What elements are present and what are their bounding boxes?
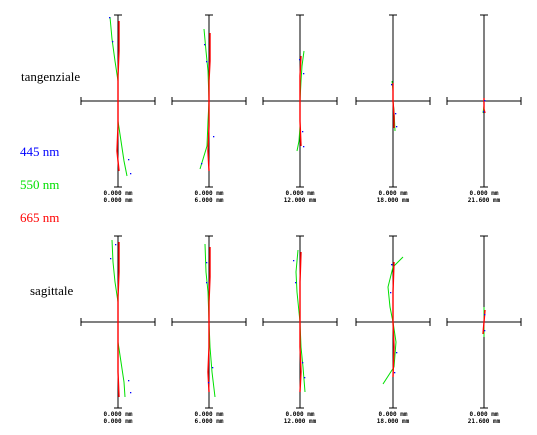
- tangential-fan-2: 0.000 mm6.000 mm: [171, 14, 247, 204]
- blue-ray-point: [299, 59, 301, 61]
- blue-ray-point: [302, 131, 304, 133]
- sagittal-fan-1: 0.000 mm0.000 mm: [80, 235, 156, 425]
- blue-ray-point: [396, 126, 398, 128]
- field-label-line2: 0.000 mm: [104, 418, 133, 425]
- blue-ray-point: [302, 362, 304, 364]
- blue-ray-point: [206, 61, 208, 63]
- blue-ray-point: [396, 352, 398, 354]
- legend-665nm: 665 nm: [20, 210, 60, 225]
- blue-ray-point: [115, 244, 117, 246]
- field-label-line1: 0.000 mm: [470, 411, 499, 418]
- field-label-line1: 0.000 mm: [195, 411, 224, 418]
- blue-ray-point: [109, 17, 111, 19]
- field-label-line1: 0.000 mm: [379, 411, 408, 418]
- sagittal-fan-2: 0.000 mm6.000 mm: [171, 235, 247, 425]
- red-ray-curve: [299, 55, 302, 147]
- red-ray-curve: [116, 21, 120, 172]
- red-ray-curve: [207, 33, 211, 172]
- field-label-line1: 0.000 mm: [286, 411, 315, 418]
- field-label-line1: 0.000 mm: [195, 190, 224, 197]
- blue-ray-point: [206, 262, 208, 264]
- blue-ray-point: [130, 173, 132, 175]
- blue-ray-point: [484, 100, 486, 102]
- field-label-line2: 18.000 mm: [377, 418, 410, 425]
- blue-ray-point: [130, 392, 132, 394]
- blue-ray-point: [212, 367, 214, 369]
- blue-ray-point: [201, 163, 203, 165]
- blue-ray-point: [303, 73, 305, 75]
- field-label-line2: 12.000 mm: [284, 197, 317, 204]
- blue-ray-point: [395, 113, 397, 115]
- field-label-line1: 0.000 mm: [379, 190, 408, 197]
- tangential-row-label: tangenziale: [21, 69, 81, 84]
- field-label-line1: 0.000 mm: [470, 190, 499, 197]
- blue-ray-point: [484, 314, 486, 316]
- blue-ray-point: [213, 136, 215, 138]
- tangential-fan-1: 0.000 mm0.000 mm: [80, 14, 156, 204]
- blue-ray-point: [390, 292, 392, 294]
- blue-ray-point: [391, 264, 393, 266]
- red-ray-curve: [392, 83, 395, 128]
- blue-ray-point: [128, 380, 130, 382]
- field-label-line2: 0.000 mm: [104, 197, 133, 204]
- field-label-line1: 0.000 mm: [104, 190, 133, 197]
- blue-ray-point: [295, 282, 297, 284]
- blue-ray-point: [128, 159, 130, 161]
- blue-ray-point: [391, 84, 393, 86]
- red-ray-curve: [392, 261, 395, 378]
- blue-ray-point: [483, 111, 485, 113]
- field-label-line1: 0.000 mm: [286, 190, 315, 197]
- red-ray-curve: [299, 251, 302, 393]
- blue-ray-point: [303, 146, 305, 148]
- blue-ray-point: [206, 282, 208, 284]
- red-ray-curve: [117, 242, 120, 398]
- green-ray-curve: [382, 256, 404, 385]
- field-label-line2: 18.000 mm: [377, 197, 410, 204]
- field-label-line1: 0.000 mm: [104, 411, 133, 418]
- blue-ray-point: [394, 372, 396, 374]
- blue-ray-point: [204, 44, 206, 46]
- field-label-line2: 6.000 mm: [195, 418, 224, 425]
- red-ray-curve: [207, 247, 211, 393]
- blue-ray-point: [110, 258, 112, 260]
- red-ray-curve: [483, 98, 486, 114]
- sagittal-row-label: sagittale: [30, 283, 74, 298]
- blue-ray-point: [208, 382, 210, 384]
- blue-ray-point: [112, 41, 114, 43]
- legend-550nm: 550 nm: [20, 177, 60, 192]
- blue-ray-point: [484, 330, 486, 332]
- field-label-line2: 12.000 mm: [284, 418, 317, 425]
- field-label-line2: 6.000 mm: [195, 197, 224, 204]
- field-label-line2: 21.600 mm: [468, 197, 501, 204]
- legend-445nm: 445 nm: [20, 144, 60, 159]
- field-label-line2: 21.600 mm: [468, 418, 501, 425]
- blue-ray-point: [293, 260, 295, 262]
- blue-ray-point: [304, 377, 306, 379]
